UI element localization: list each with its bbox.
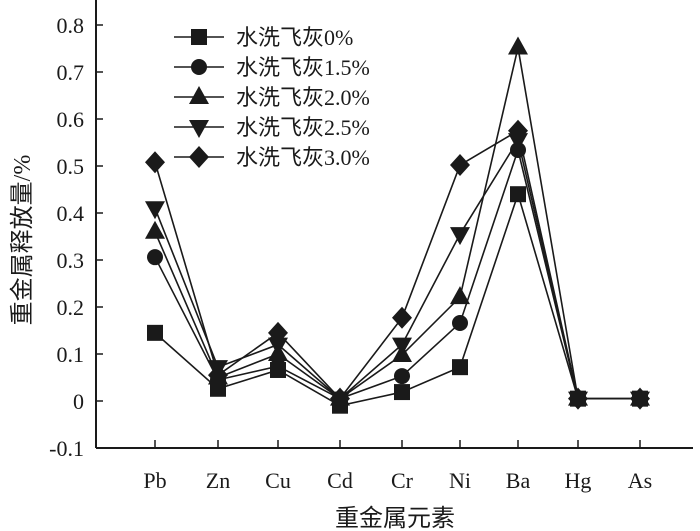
y-tick-label: -0.1 [49,436,84,461]
data-point [268,337,288,356]
legend-item: 水洗飞灰2.5% [174,115,370,140]
series-triangle-up [145,36,650,406]
x-tick-label: Cr [391,468,414,493]
data-point [270,358,286,375]
y-axis-label: 重金属释放量/% [9,155,36,326]
x-tick-label: Ni [449,468,471,493]
data-point [145,201,165,220]
x-tick-label: Hg [565,468,592,493]
data-point [145,151,165,174]
y-tick-label: 0.3 [57,248,85,273]
data-point [147,249,163,266]
data-point [330,387,350,410]
x-tick-label: Cd [327,468,353,493]
data-point [510,186,526,203]
legend-item: 水洗飞灰3.0% [174,145,370,170]
data-point [568,387,588,410]
data-point [392,306,412,329]
legend-label: 水洗飞灰2.0% [236,85,370,110]
data-point [394,384,410,401]
data-point [145,220,165,239]
y-tick-label: 0.7 [57,60,85,85]
data-point [147,324,163,341]
x-tick-label: Pb [143,468,166,493]
data-point [392,337,412,356]
series-lines [145,36,650,414]
legend-label: 水洗飞灰3.0% [236,145,370,170]
x-tick-label: As [628,468,652,493]
data-point [508,133,528,152]
y-tick-label: 0 [73,389,84,414]
data-point [450,227,470,246]
data-point [450,286,470,305]
legend-marker [189,86,209,104]
legend-marker [191,59,207,75]
data-point [268,321,288,344]
legend-label: 水洗飞灰1.5% [236,55,370,80]
y-tick-label: 0.8 [57,13,85,38]
data-point [508,36,528,55]
data-point [208,364,228,387]
axes: -0.1 0 0.1 0.2 0.3 0.4 0.5 0.6 0.7 0.8 Pb Zn Cu Cd Cr N… [49,0,693,493]
legend-label: 水洗飞灰0% [236,25,353,50]
legend: 水洗飞灰0% 水洗飞灰1.5% 水洗飞灰2.0% 水洗飞灰2.5% 水洗飞灰3.0% [174,25,370,170]
legend-item: 水洗飞灰2.0% [174,85,370,110]
y-tick-label: 0.2 [57,295,85,320]
legend-item: 水洗飞灰1.5% [174,55,370,80]
data-point [394,368,410,385]
x-tick-label: Cu [265,468,291,493]
series-diamond [145,119,650,410]
x-axis-label: 重金属元素 [335,505,455,531]
x-tick-label: Ba [506,468,531,493]
y-tick-label: 0.1 [57,342,85,367]
legend-label: 水洗飞灰2.5% [236,115,370,140]
data-point [452,314,468,331]
y-tick-label: 0.6 [57,107,85,132]
y-tick-label: 0.5 [57,154,85,179]
data-point [630,387,650,410]
data-point [508,119,528,142]
y-tick-label: 0.4 [57,201,85,226]
x-tick-label: Zn [206,468,230,493]
legend-marker [191,29,207,45]
legend-marker [189,146,209,168]
data-point [452,359,468,376]
legend-marker [189,120,209,138]
data-point [450,154,470,177]
legend-item: 水洗飞灰0% [174,25,353,50]
